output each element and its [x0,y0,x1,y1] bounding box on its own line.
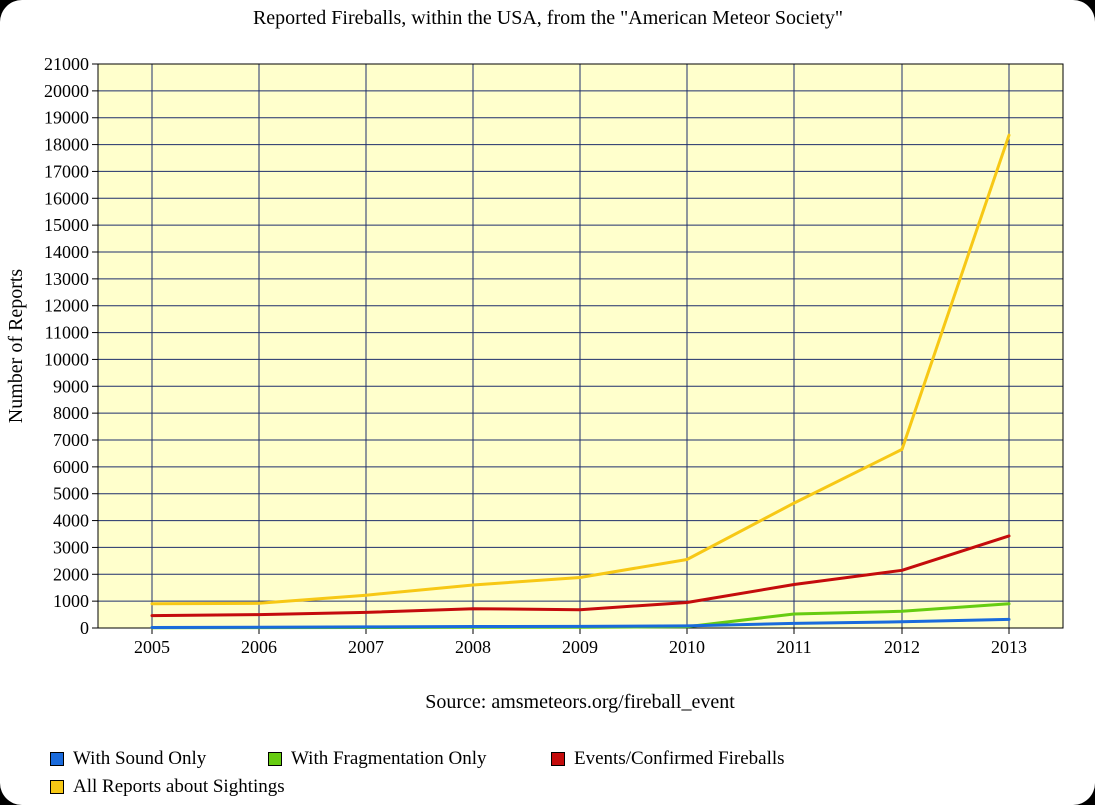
legend-swatch-sound [50,752,64,766]
y-tick-label: 7000 [53,430,89,450]
y-axis-label: Number of Reports [5,269,27,424]
legend-item-events: Events/Confirmed Fireballs [551,748,785,770]
x-tick-label: 2010 [669,637,705,657]
y-tick-label: 6000 [53,457,89,477]
y-tick-label: 3000 [53,537,89,557]
y-tick-label: 20000 [44,81,89,101]
y-tick-label: 2000 [53,564,89,584]
legend-swatch-events [551,752,565,766]
x-tick-label: 2012 [884,637,920,657]
y-tick-label: 19000 [44,108,89,128]
y-tick-label: 13000 [44,269,89,289]
y-tick-label: 8000 [53,403,89,423]
legend-item-all-reports: All Reports about Sightings [50,776,285,798]
series-lines [150,133,1011,630]
legend-label: With Fragmentation Only [291,748,487,769]
legend-item-fragmentation: With Fragmentation Only [268,748,487,770]
y-tick-label: 4000 [53,511,89,531]
x-tick-label: 2006 [241,637,277,657]
y-tick-label: 17000 [44,161,89,181]
series-line-0 [150,617,1011,629]
legend-label: With Sound Only [73,748,207,769]
legend-item-sound: With Sound Only [50,748,206,770]
series-line-3 [150,133,1011,606]
x-tick-label: 2013 [991,637,1027,657]
legend-swatch-fragmentation [268,752,282,766]
y-tick-label: 15000 [44,215,89,235]
legend-swatch-all-reports [50,780,64,794]
y-tick-label: 21000 [44,54,89,74]
x-tick-label: 2011 [776,637,811,657]
y-tick-label: 10000 [44,349,89,369]
legend-label: Events/Confirmed Fireballs [574,748,785,769]
x-tick-label: 2005 [134,637,170,657]
y-axis-ticks: 0 1000 2000 3000 4000 5000 6000 7000 8000 9000 100… [44,54,98,638]
y-tick-label: 12000 [44,296,89,316]
chart-title: Reported Fireballs, within the USA, from… [253,7,843,29]
x-tick-label: 2007 [348,637,384,657]
x-tick-label: 2008 [455,637,491,657]
y-tick-label: 1000 [53,591,89,611]
y-tick-label: 11000 [45,323,89,343]
y-tick-label: 18000 [44,135,89,155]
y-tick-label: 0 [80,618,89,638]
series-line-2 [150,534,1011,618]
y-tick-label: 16000 [44,188,89,208]
y-tick-label: 9000 [53,376,89,396]
x-axis-ticks: 2005 2006 2007 2008 2009 2010 2011 2012 2013 [134,628,1027,657]
x-tick-label: 2009 [562,637,598,657]
x-axis-label: Source: amsmeteors.org/fireball_event [425,691,735,713]
y-tick-label: 14000 [44,242,89,262]
y-tick-label: 5000 [53,484,89,504]
legend-label: All Reports about Sightings [73,776,285,797]
